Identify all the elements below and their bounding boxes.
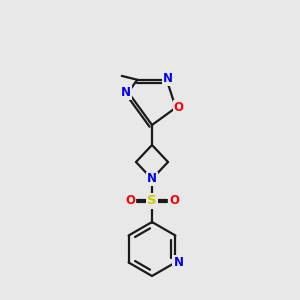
Text: O: O [125, 194, 135, 208]
Text: N: N [121, 86, 131, 99]
Text: O: O [169, 194, 179, 208]
Text: N: N [163, 72, 173, 85]
Text: S: S [147, 194, 157, 208]
Text: O: O [174, 101, 184, 114]
Text: N: N [173, 256, 183, 269]
Text: N: N [147, 172, 157, 185]
